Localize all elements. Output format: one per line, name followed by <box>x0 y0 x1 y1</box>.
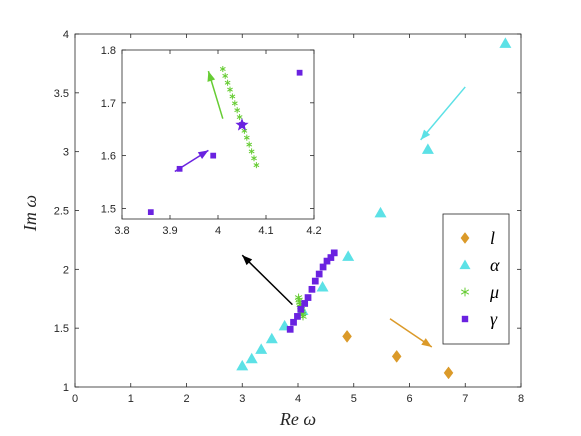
data-point-γ <box>330 249 338 257</box>
main-x-tick-label: 0 <box>72 393 78 405</box>
data-point-α <box>316 280 329 292</box>
data-point-γ <box>315 270 323 278</box>
data-point-α <box>265 332 278 344</box>
main-x-tick-label: 2 <box>183 393 189 405</box>
data-point-γ <box>304 294 312 301</box>
legend-label: γ <box>490 309 498 329</box>
main-arrow <box>241 254 293 306</box>
main-y-tick-label: 2 <box>63 264 69 276</box>
data-point-α <box>255 343 268 354</box>
inset-data-point-μ <box>246 141 253 148</box>
legend-item-μ: μ <box>460 282 499 302</box>
data-point-γ <box>319 263 327 271</box>
data-point-l <box>391 349 402 363</box>
inset-data-point-γ <box>296 69 303 76</box>
data-point-γ <box>290 318 297 326</box>
inset-x-tick-label: 4 <box>215 225 221 237</box>
main-x-tick-label: 3 <box>239 393 245 405</box>
legend-item-γ: γ <box>461 309 498 329</box>
data-point-γ <box>297 305 305 313</box>
inset-data-point-highlight <box>235 117 249 131</box>
y-axis-label: Im ω <box>20 195 40 232</box>
inset-plot-area <box>121 49 315 220</box>
inset-data-point-μ <box>231 100 238 107</box>
main-y-tick-label: 2.5 <box>54 206 69 218</box>
inset-data-point-μ <box>224 79 231 86</box>
inset-data-point-μ <box>222 72 229 79</box>
inset-data-point-μ <box>219 65 226 73</box>
legend-label: l <box>490 228 495 248</box>
main-arrow <box>420 86 466 141</box>
legend-item-l: l <box>460 228 495 248</box>
inset-plot: 3.8 3.9 4 4.1 4.2 1.5 1.6 1.7 1.8 <box>101 45 322 237</box>
main-x-tick-label: 7 <box>462 393 468 405</box>
main-y-tick-label: 3.5 <box>54 88 69 100</box>
inset-data-point-μ <box>251 155 257 162</box>
data-point-α <box>499 37 512 48</box>
inset-data-point-μ <box>227 86 233 93</box>
inset-y-tick-label: 1.6 <box>101 151 116 163</box>
main-y-tick-label: 4 <box>63 29 69 41</box>
main-x-tick-label: 8 <box>518 393 524 405</box>
inset-data-point-μ <box>229 93 236 100</box>
main-y-tick-label: 1.5 <box>54 323 69 335</box>
inset-data-point-μ <box>248 148 255 155</box>
inset-data-point-μ <box>253 162 260 169</box>
data-point-γ <box>311 277 319 285</box>
data-point-γ <box>323 257 331 265</box>
legend-marker-μ <box>460 287 470 297</box>
inset-x-tick-label: 4.1 <box>258 225 273 237</box>
inset-y-tick-label: 1.5 <box>101 203 116 215</box>
series-α <box>236 37 512 371</box>
inset-data-point-μ <box>234 107 241 114</box>
legend-marker-α <box>459 259 471 270</box>
main-y-tick-label: 3 <box>63 147 69 159</box>
main-arrow <box>389 318 433 348</box>
legend-box <box>442 213 510 345</box>
inset-data-point-γ <box>210 152 217 159</box>
data-point-α <box>342 250 355 261</box>
main-x-tick-label: 1 <box>128 393 134 405</box>
legend-label: α <box>490 255 500 275</box>
legend-item-α: α <box>459 255 500 275</box>
series-l <box>342 329 454 380</box>
inset-data-point-μ <box>236 114 243 121</box>
inset-y-tick-label: 1.8 <box>101 45 116 57</box>
inset-arrow <box>174 149 209 173</box>
inset-x-tick-label: 3.8 <box>114 225 129 237</box>
inset-arrow <box>207 70 224 119</box>
data-point-γ <box>294 313 301 320</box>
inset-data-point-γ <box>147 209 154 216</box>
data-point-α <box>374 206 387 218</box>
inset-data-point-μ <box>243 134 250 141</box>
inset-x-tick-label: 3.9 <box>162 225 177 237</box>
inset-x-tick-label: 4.2 <box>306 225 321 237</box>
main-y-tick-label: 1 <box>63 382 69 394</box>
data-point-γ <box>301 300 309 307</box>
data-point-α <box>245 352 258 364</box>
main-x-tick-label: 6 <box>406 393 412 405</box>
inset-series-highlight <box>235 117 249 131</box>
legend-marker-l <box>460 232 470 244</box>
data-point-l <box>443 366 454 380</box>
x-axis-label: Re ω <box>279 409 316 429</box>
data-point-l <box>342 329 352 343</box>
data-point-γ <box>308 285 316 293</box>
series-γ <box>286 249 338 333</box>
legend-marker-γ <box>461 315 469 323</box>
data-point-γ <box>286 325 294 333</box>
main-x-tick-label: 4 <box>295 393 301 405</box>
data-point-α <box>421 143 434 154</box>
inset-y-tick-label: 1.7 <box>101 98 116 110</box>
data-point-γ <box>327 254 335 261</box>
legend-label: μ <box>489 282 499 302</box>
main-x-tick-label: 5 <box>351 393 357 405</box>
data-point-α <box>236 359 249 371</box>
